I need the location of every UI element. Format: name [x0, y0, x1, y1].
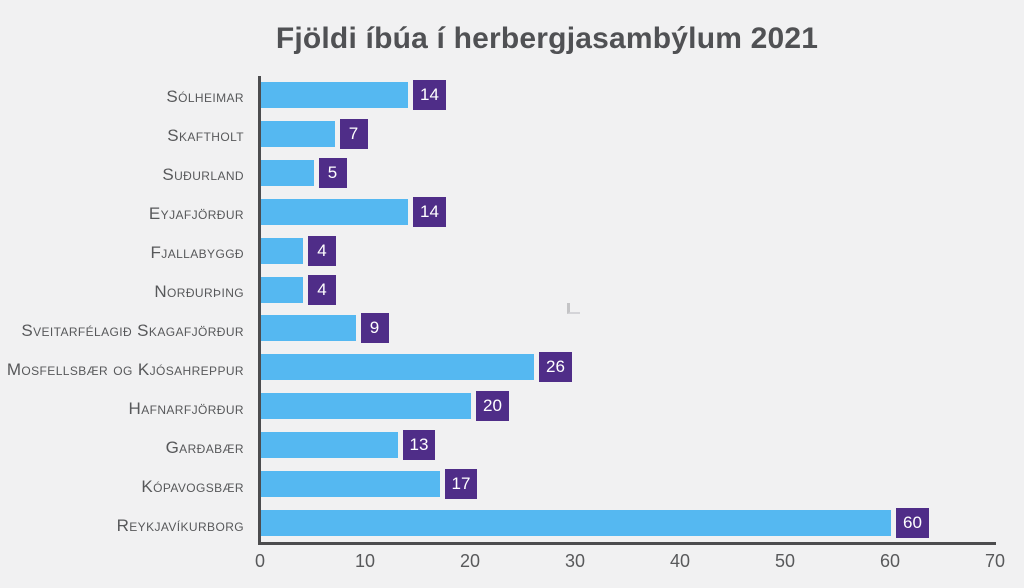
x-tick-label: 70: [984, 551, 1006, 571]
bar: [261, 121, 335, 148]
x-tick-label: 20: [459, 551, 481, 571]
bar: [261, 470, 440, 497]
category-label: Suðurland: [162, 165, 244, 185]
bar-row: 60: [261, 503, 996, 542]
value-badge: 14: [413, 196, 446, 227]
plot-area: 14 7 5 14 4 4 9 26 20 13 17 60: [258, 76, 996, 545]
value-badge: 60: [896, 507, 929, 538]
value-badge: 7: [339, 119, 368, 150]
category-label: Sveitarfélagið Skagafjörður: [21, 320, 244, 340]
x-axis-tick-labels: 0 10 20 30 40 50 60 70: [255, 551, 1005, 577]
category-label: Skaftholt: [167, 126, 244, 146]
bar-row: 17: [261, 464, 996, 503]
category-label: Kópavogsbær: [141, 476, 244, 496]
bar-row: 4: [261, 270, 996, 309]
value-badge: 13: [402, 429, 436, 460]
bar-row: 9: [261, 309, 996, 348]
bar: [261, 276, 303, 303]
value-badge: 14: [413, 80, 446, 111]
bar: [261, 160, 314, 187]
faint-artifact: [567, 303, 580, 314]
x-tick-label: 10: [354, 551, 376, 571]
category-label: Eyjafjörður: [148, 204, 244, 224]
x-tick-label: 60: [879, 551, 901, 571]
bar: [261, 82, 408, 109]
bar-row: 7: [261, 115, 996, 154]
value-badge: 20: [476, 391, 509, 422]
x-tick-label: 0: [254, 551, 266, 571]
category-label: Reykjavíkurborg: [116, 515, 244, 535]
bar: [261, 354, 534, 381]
category-label: Sólheimar: [166, 87, 244, 107]
value-badge: 5: [318, 158, 347, 189]
bar: [261, 198, 408, 225]
bar: [261, 315, 356, 342]
x-tick-label: 50: [774, 551, 796, 571]
bar-row: 14: [261, 192, 996, 231]
value-badge: 9: [360, 313, 389, 344]
category-label: Garðabær: [165, 437, 244, 457]
x-tick-label: 30: [564, 551, 586, 571]
bar: [261, 237, 303, 264]
category-label: Mosfellsbær og Kjósahreppur: [6, 359, 244, 379]
bar: [261, 509, 891, 536]
category-label: Hafnarfjörður: [128, 398, 244, 418]
chart-title: Fjöldi íbúa í herbergjasambýlum 2021: [275, 22, 819, 55]
bar-row: 14: [261, 76, 996, 115]
value-badge: 4: [308, 235, 336, 266]
bar-row: 5: [261, 154, 996, 193]
x-tick-label: 40: [669, 551, 691, 571]
bar-row: 20: [261, 387, 996, 426]
bar-row: 13: [261, 425, 996, 464]
value-badge: 26: [539, 352, 572, 383]
value-badge: 17: [444, 468, 478, 499]
category-label: Norðurþing: [154, 282, 244, 302]
category-label: Fjallabyggð: [150, 243, 244, 263]
category-axis-labels: Sólheimar Skaftholt Suðurland Eyjafjörður Fj…: [0, 78, 244, 545]
bar: [261, 431, 398, 458]
value-badge: 4: [308, 274, 336, 305]
bar: [261, 393, 471, 420]
bar-row: 4: [261, 231, 996, 270]
bar-row: 26: [261, 348, 996, 387]
